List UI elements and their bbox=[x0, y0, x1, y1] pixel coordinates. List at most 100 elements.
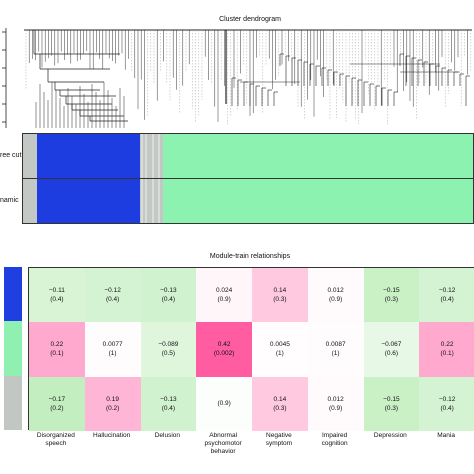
correlation-value: 0.0045 bbox=[269, 341, 290, 349]
heatmap-cell: 0.012 (0.9) bbox=[307, 268, 364, 323]
trait-label: Depression bbox=[373, 432, 407, 439]
correlation-value: −0.15 bbox=[383, 395, 400, 403]
heatmap-cell: −0.13 (0.4) bbox=[140, 376, 197, 431]
correlation-value: 0.22 bbox=[440, 341, 454, 349]
dynamic-label: namic bbox=[0, 197, 19, 204]
p-value: (0.5) bbox=[161, 350, 176, 358]
correlation-value: 0.19 bbox=[106, 395, 119, 403]
heatmap-cell: −0.15 (0.3) bbox=[363, 376, 420, 431]
cluster-dendrogram bbox=[2, 28, 472, 128]
module-color-column bbox=[4, 267, 22, 430]
p-value: (0.4) bbox=[161, 404, 176, 412]
correlation-value: −0.17 bbox=[48, 395, 66, 403]
trait-label: Hallucination bbox=[93, 432, 131, 439]
heatmap-cell: 0.42 (0.002) bbox=[196, 322, 252, 377]
correlation-value: −0.12 bbox=[104, 287, 121, 295]
module-strip-tick bbox=[140, 134, 143, 178]
p-value: (0.3) bbox=[384, 404, 399, 412]
correlation-value: 0.0077 bbox=[102, 341, 123, 349]
correlation-value: −0.15 bbox=[383, 287, 400, 295]
p-value: (0.2) bbox=[50, 404, 64, 412]
module-strip-segment bbox=[36, 179, 140, 223]
p-value: (0.6) bbox=[384, 350, 399, 358]
heatmap-title: Module-train relationships bbox=[209, 253, 291, 260]
correlation-value: 0.42 bbox=[217, 341, 231, 349]
dynamic-strip bbox=[22, 179, 474, 224]
p-value: (0.4) bbox=[440, 296, 454, 304]
trait-label: Impaired cognition bbox=[321, 432, 348, 447]
heatmap-cell: 0.22 (0.1) bbox=[419, 322, 474, 377]
correlation-value: −0.13 bbox=[160, 287, 177, 295]
p-value: (0.1) bbox=[440, 350, 454, 358]
trait-labels: Disorganized speech Hallucination Delusion… bbox=[28, 432, 474, 472]
module-strip-tick bbox=[158, 179, 160, 223]
correlation-value: 0.14 bbox=[273, 395, 287, 403]
correlation-value: −0.12 bbox=[438, 395, 456, 403]
correlation-value: 0.22 bbox=[50, 341, 64, 349]
p-value: (0.1) bbox=[50, 350, 64, 358]
p-value: (1) bbox=[275, 350, 284, 358]
trait-label: Abnormal psychomotor behavior bbox=[204, 432, 242, 455]
heatmap-cell: 0.012 (0.9) bbox=[307, 376, 364, 431]
correlation-value: 0.0087 bbox=[325, 341, 346, 349]
heatmap-cell: −0.12 (0.4) bbox=[419, 376, 474, 431]
heatmap-grid: −0.11 (0.4) −0.12 (0.4) −0.13 (0.4) 0.024 (0.9)… bbox=[28, 267, 474, 431]
heatmap-cell: 0.14 (0.3) bbox=[252, 376, 308, 431]
module-strip-segment bbox=[162, 134, 473, 178]
p-value: (0.4) bbox=[50, 296, 64, 304]
correlation-value: 0.012 bbox=[327, 395, 344, 403]
heatmap-cell: 0.0077 (1) bbox=[84, 322, 141, 377]
correlation-value: −0.089 bbox=[158, 341, 179, 349]
module-strip-segment bbox=[23, 179, 37, 223]
correlation-value: −0.067 bbox=[381, 341, 402, 349]
heatmap-cell: −0.067 (0.6) bbox=[363, 322, 420, 377]
heatmap-cell: −0.11 (0.4) bbox=[29, 268, 85, 323]
p-value: (0.2) bbox=[105, 404, 120, 412]
trait-label: Mania bbox=[437, 432, 455, 439]
module-strip-tick bbox=[140, 179, 143, 223]
correlation-value: 0.012 bbox=[327, 287, 344, 295]
module-color-swatch bbox=[4, 321, 22, 376]
heatmap-cell: 0.024 (0.9) bbox=[196, 268, 252, 323]
module-strip-tick bbox=[145, 179, 148, 223]
heatmap-cell: −0.15 (0.3) bbox=[363, 268, 420, 323]
heatmap-cell: −0.17 (0.2) bbox=[29, 376, 85, 431]
module-strip-tick bbox=[151, 134, 154, 178]
correlation-value: 0.024 bbox=[215, 287, 233, 295]
correlation-value: −0.11 bbox=[48, 287, 65, 295]
trait-label: Negative symptom bbox=[265, 432, 293, 447]
heatmap-cell: −0.13 (0.4) bbox=[140, 268, 197, 323]
module-strip-tick bbox=[151, 179, 154, 223]
p-value: (0.4) bbox=[105, 296, 120, 304]
trait-label: Delusion bbox=[154, 432, 181, 439]
correlation-value: 0.14 bbox=[273, 287, 287, 295]
heatmap-cell: 0.22 (0.1) bbox=[29, 322, 85, 377]
p-value: (0.002) bbox=[213, 350, 235, 358]
correlation-value: −0.13 bbox=[160, 395, 177, 403]
heatmap-cell: −0.089 (0.5) bbox=[140, 322, 197, 377]
p-value: (0.9) bbox=[328, 404, 343, 412]
module-strip-segment bbox=[36, 134, 140, 178]
p-value: (0.3) bbox=[273, 404, 287, 412]
heatmap-cell: 0.0087 (1) bbox=[307, 322, 364, 377]
p-value: (1) bbox=[108, 350, 117, 358]
p-value: (0.9) bbox=[217, 296, 231, 304]
trait-label: Disorganized speech bbox=[36, 432, 75, 447]
heatmap-cell: −0.12 (0.4) bbox=[419, 268, 474, 323]
heatmap-cell: 0.14 (0.3) bbox=[252, 268, 308, 323]
tree-cut-label: ree cut bbox=[0, 152, 22, 159]
p-value: (0.3) bbox=[273, 296, 287, 304]
p-value: (0.3) bbox=[384, 296, 399, 304]
p-value: (0.9) bbox=[328, 296, 343, 304]
heatmap-cell: 0.0045 (1) bbox=[252, 322, 308, 377]
module-strip-tick bbox=[158, 134, 160, 178]
module-strip-tick bbox=[145, 134, 148, 178]
heatmap-cell: −0.12 (0.4) bbox=[84, 268, 141, 323]
heatmap-cell: 0.19 (0.2) bbox=[84, 376, 141, 431]
tree-cut-strip bbox=[22, 133, 474, 179]
p-value: (0.4) bbox=[440, 404, 454, 412]
module-color-swatch bbox=[4, 375, 22, 430]
p-value: (0.9) bbox=[217, 400, 231, 408]
heatmap-cell: (0.9) bbox=[196, 376, 252, 431]
p-value: (1) bbox=[331, 350, 340, 358]
